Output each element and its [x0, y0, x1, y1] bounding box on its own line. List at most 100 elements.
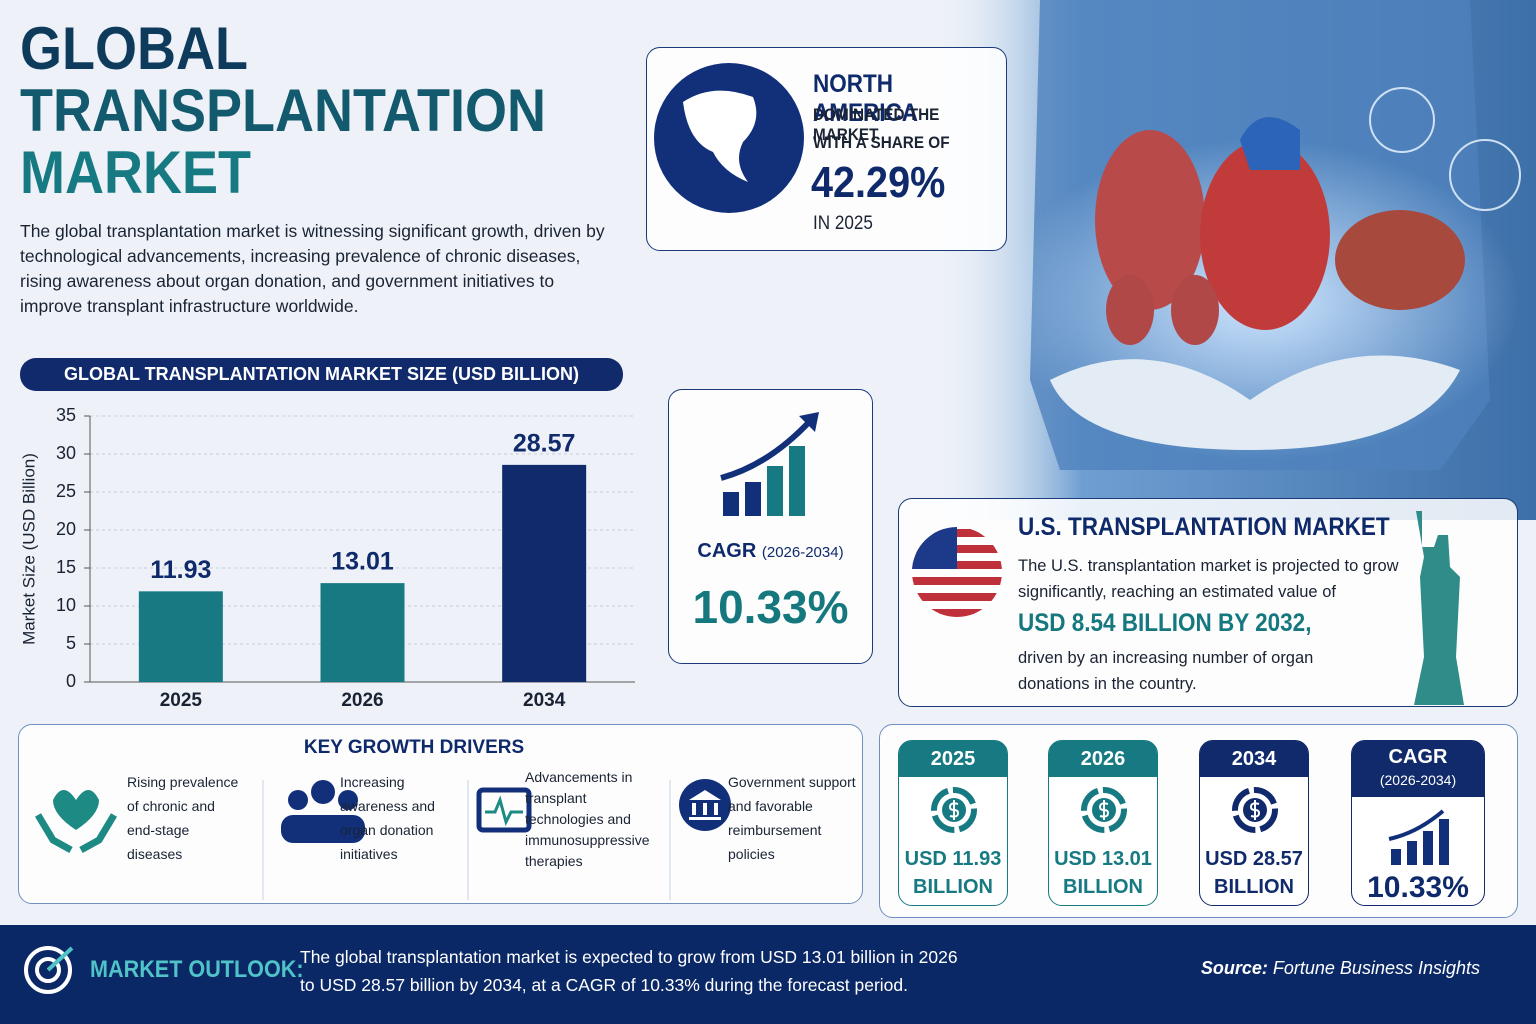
cagr-card: CAGR (2026-2034) 10.33% [668, 389, 873, 664]
dollar-icon [1081, 787, 1127, 833]
cagr-value: 10.33% [692, 581, 849, 633]
na-share: 42.29% [811, 158, 946, 207]
growth-icon [720, 412, 819, 516]
dollar-sign [948, 800, 960, 820]
dollar-sign [1249, 800, 1261, 820]
icon-bar [789, 446, 805, 516]
icon-ring [1369, 87, 1435, 153]
icon-bar [1439, 819, 1449, 865]
cagr-label: CAGR (2026-2034) [669, 540, 872, 563]
building-icon [689, 790, 721, 820]
target-icon [24, 946, 72, 994]
source: Source: Fortune Business Insights [1201, 958, 1480, 979]
driver-text: Rising prevalence of chronic and end-sta… [127, 774, 239, 862]
footer-band [0, 925, 1536, 1024]
heart-icon [53, 790, 99, 830]
dollar-sign [1098, 800, 1110, 820]
icon-bar [1407, 841, 1417, 865]
icon-ring [1449, 139, 1521, 211]
data-label: 28.57 [513, 429, 576, 457]
x-tick-label: 2026 [341, 690, 383, 711]
lungs [1095, 130, 1205, 310]
x-tick-label: 2034 [523, 690, 566, 711]
source-label: Source: [1200, 958, 1268, 978]
data-label: 11.93 [150, 556, 211, 584]
growth-icon [1388, 809, 1449, 865]
chart-title-pill [20, 358, 623, 391]
us-highlight: USD 8.54 BILLION BY 2032, [1018, 609, 1312, 637]
drivers-title: KEY GROWTH DRIVERS [303, 737, 525, 758]
dollar-ring [931, 787, 977, 833]
summary-year: 2025 [899, 741, 1007, 777]
icon-arrowhead [799, 412, 819, 432]
y-tick-label: 10 [56, 595, 76, 615]
statue-shape [1414, 511, 1464, 705]
statue [1414, 511, 1464, 705]
people-icon [311, 780, 335, 804]
title-line: TRANSPLANTATION [20, 77, 546, 144]
target-arrow [46, 946, 74, 972]
driver-icons [34, 779, 731, 900]
bar [502, 464, 587, 682]
driver-text: Government support and favorable reimbur… [728, 774, 856, 862]
y-tick-label: 25 [56, 481, 76, 501]
kidney [1171, 275, 1219, 345]
aorta [1240, 117, 1300, 170]
bar [320, 583, 405, 682]
hands-icon [34, 813, 118, 854]
summary-cagr-card: CAGR (2026-2034) 10.33% [1351, 740, 1485, 906]
icon-bar [723, 492, 739, 516]
outlook-text: The global transplantation market is exp… [300, 947, 958, 995]
summary-card: 2034 USD 28.57 BILLION [1199, 740, 1309, 906]
hands [1050, 355, 1460, 450]
na-line: DOMINATED THE MARKET [813, 105, 940, 144]
y-tick-label: 0 [66, 671, 76, 691]
na-line: WITH A SHARE OF [813, 133, 950, 152]
dollar-icon [1232, 787, 1278, 833]
icon-bar [745, 482, 761, 516]
chart-title: GLOBAL TRANSPLANTATION MARKET SIZE (USD … [64, 364, 579, 384]
pulse-icon [485, 795, 523, 827]
people-icon [281, 815, 365, 843]
y-tick-label: 35 [56, 405, 76, 425]
stripe [912, 577, 1002, 585]
stripe [912, 593, 1002, 601]
us-title: U.S. TRANSPLANTATION MARKET [1018, 513, 1390, 541]
title: GLOBAL TRANSPLANTATION MARKET [20, 18, 546, 204]
summary-value: USD 11.93 BILLION [904, 848, 1002, 898]
people-icon [288, 790, 308, 810]
icon-bar [1391, 849, 1401, 865]
y-tick-label: 30 [56, 443, 76, 463]
summary-value: USD 13.01 BILLION [1054, 848, 1152, 898]
monitor-icon [476, 787, 532, 833]
summary-cagr-period: (2026-2034) [1379, 772, 1457, 788]
data-label: 13.01 [331, 548, 394, 576]
driver-text: Advancements in transplant technologies … [525, 769, 650, 869]
x-tick-label: 2025 [160, 690, 203, 711]
people-icon [338, 790, 358, 810]
dollar-ring [1232, 787, 1278, 833]
bar [138, 591, 223, 682]
globe [654, 63, 804, 213]
driver-text: Increasing awareness and organ donation … [340, 774, 435, 862]
title-line: GLOBAL [20, 15, 248, 82]
north-america-card: NORTH AMERICA DOMINATED THE MARKET WITH … [646, 47, 1007, 251]
target-icon [35, 957, 61, 983]
liver [1335, 210, 1465, 310]
y-tick-label: 15 [56, 557, 76, 577]
summary-year: 2034 [1200, 741, 1308, 777]
summary-cagr-value: 10.33% [1367, 871, 1469, 904]
dollar-ring [1081, 787, 1127, 833]
na-year: IN 2025 [813, 213, 873, 234]
summary-card: 2025 USD 11.93 BILLION [898, 740, 1008, 906]
drivers-card: KEY GROWTH DRIVERS Rising prevalence of … [18, 724, 863, 904]
icon-bar [767, 466, 783, 516]
icon-arrow [720, 417, 814, 481]
title-line: MARKET [20, 139, 251, 206]
card-header [1352, 741, 1484, 797]
icon-arrow [1388, 809, 1445, 841]
summary-value: USD 28.57 BILLION [1205, 848, 1303, 898]
dollar-icon [931, 787, 977, 833]
